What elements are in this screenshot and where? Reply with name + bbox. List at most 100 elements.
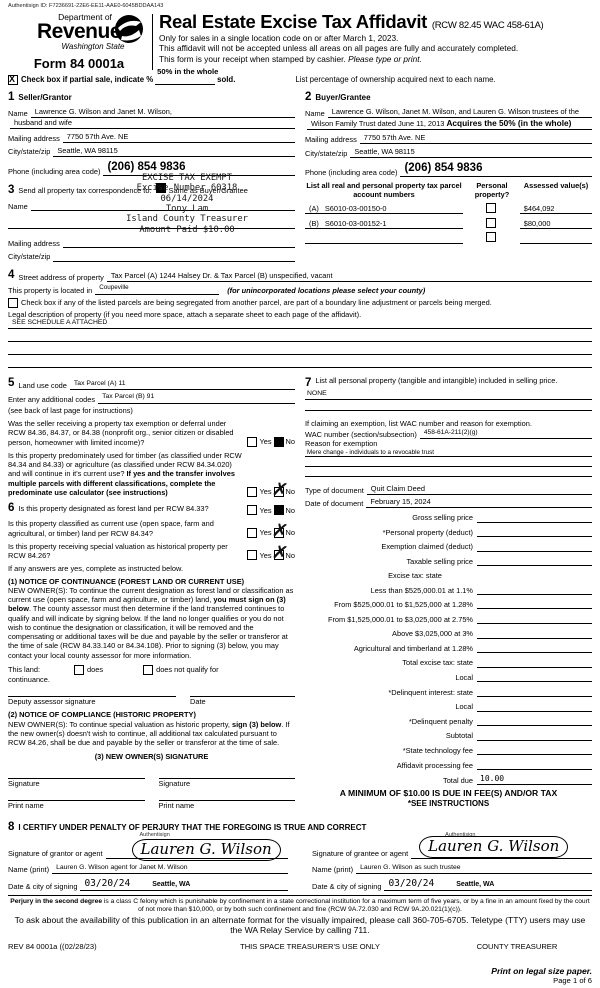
- corr-city-field[interactable]: [53, 251, 295, 262]
- historic-no-checkbox[interactable]: ✗: [270, 541, 290, 565]
- does-checkbox[interactable]: [74, 664, 85, 675]
- buyer-name-field-2[interactable]: Wilson Family Trust dated June 11, 2013 …: [307, 118, 592, 130]
- reason-exemption-label: Reason for exemption: [305, 439, 378, 449]
- seller-mailing-field[interactable]: 7750 57th Ave. NE: [62, 132, 295, 143]
- buyer-mailing-field[interactable]: 7750 57th Ave. NE: [359, 133, 592, 144]
- page-number: Page 1 of 6: [553, 976, 592, 986]
- seller-name-field[interactable]: Lawrence G. Wilson and Janet M. Wilson,: [30, 107, 295, 119]
- parcel-a-personal-checkbox[interactable]: [486, 202, 497, 213]
- deputy-signature-field[interactable]: Deputy assessor signature: [8, 696, 176, 706]
- does-label: does: [87, 664, 104, 674]
- certify-statement: I CERTIFY UNDER PENALTY OF PERJURY THAT …: [18, 823, 367, 833]
- segregated-checkbox[interactable]: [8, 297, 18, 308]
- partial-sale-percent-field[interactable]: 50% in the whole: [155, 67, 218, 85]
- owner-signature-1-field[interactable]: Signature: [8, 777, 145, 788]
- owner-printname-1-field[interactable]: Print name: [8, 799, 145, 810]
- legal-description-field[interactable]: SEE SCHEDULE A ATTACHED: [8, 319, 592, 329]
- exemption-no-checkbox[interactable]: [273, 436, 284, 447]
- reason-exemption-field[interactable]: Mere change - individuals to a revocable…: [305, 449, 592, 458]
- reason-line-2[interactable]: [305, 457, 592, 468]
- rate-3-field[interactable]: [477, 629, 592, 639]
- additional-codes-field[interactable]: Tax Parcel (B) 91: [98, 393, 295, 404]
- personal-property-line-2[interactable]: [305, 400, 592, 411]
- same-as-buyer-checkbox[interactable]: [155, 182, 166, 193]
- exemption-yes-checkbox[interactable]: [247, 436, 258, 447]
- corr-blank-field[interactable]: [8, 219, 295, 230]
- grantor-signature-field[interactable]: Authentisign Lauren G. Wilson: [105, 832, 288, 861]
- seller-city-field[interactable]: Seattle, WA 98115: [53, 146, 295, 157]
- partial-sale-checkbox[interactable]: X: [8, 74, 18, 85]
- notice-continuance-text: NEW OWNER(S): To continue the current de…: [8, 585, 294, 660]
- personal-property-deduct-field[interactable]: [477, 527, 592, 538]
- local-1-field[interactable]: [477, 672, 592, 683]
- taxable-selling-price-field[interactable]: [477, 556, 592, 567]
- forest-no-checkbox[interactable]: [273, 505, 284, 516]
- grantor-printname-field[interactable]: Lauren G. Wilson agent for Janet M. Wils…: [52, 864, 288, 875]
- street-address-label: Street address of property: [18, 272, 104, 282]
- delinquent-interest-state-field[interactable]: [477, 687, 592, 697]
- rate-1-28-field[interactable]: [477, 599, 592, 610]
- rate-2-75-field[interactable]: [477, 614, 592, 624]
- parcel-blank-number-field[interactable]: [305, 242, 464, 244]
- parcel-b-value-field[interactable]: $80,000: [519, 219, 592, 229]
- buyer-name-field[interactable]: Lawrence G. Wilson, Janet M. Wilson, and…: [327, 107, 592, 119]
- agricultural-field[interactable]: [477, 643, 592, 654]
- buyer-city-field[interactable]: Seattle, WA 98115: [350, 147, 592, 158]
- reason-line-3[interactable]: [305, 467, 592, 478]
- exemption-claimed-field[interactable]: [477, 542, 592, 552]
- form-number: Form 84 0001a: [33, 55, 125, 71]
- affidavit-processing-fee-field[interactable]: [477, 760, 592, 770]
- owner-printname-2-field[interactable]: Print name: [158, 799, 295, 810]
- historic-yes-checkbox[interactable]: [247, 550, 258, 561]
- certification-section: 8 I CERTIFY UNDER PENALTY OF PERJURY THA…: [8, 820, 592, 892]
- gross-selling-price-field[interactable]: [477, 513, 592, 523]
- owner-signature-2-field[interactable]: Signature: [158, 777, 295, 788]
- segregated-label: Check box if any of the listed parcels a…: [21, 297, 492, 307]
- section-7-number: 7: [305, 376, 312, 389]
- grantor-date-field[interactable]: 03/20/24 Seattle, WA: [80, 878, 288, 892]
- corr-name-field[interactable]: [30, 200, 295, 211]
- total-excise-state-field[interactable]: [477, 658, 592, 668]
- grantee-date-label: Date & city of signing: [312, 882, 382, 892]
- legal-description-line-4[interactable]: [8, 355, 592, 368]
- timber-yes-checkbox[interactable]: [247, 487, 258, 498]
- does-not-checkbox[interactable]: [143, 664, 154, 675]
- parcel-blank-value-field[interactable]: [519, 234, 592, 244]
- parcel-b-number-field[interactable]: (B) S6010-03-00152-1: [305, 219, 464, 229]
- parcel-a-number-field[interactable]: (A) S6010-03-00150-0: [305, 204, 464, 215]
- rate-1-1-field[interactable]: [477, 585, 592, 595]
- corr-mailing-field[interactable]: [62, 237, 295, 248]
- deputy-date-field[interactable]: Date: [190, 696, 295, 706]
- form-header: Department of Revenue Washington State F…: [8, 12, 592, 72]
- delinquent-penalty-field[interactable]: [477, 716, 592, 727]
- tax-line-2-label: Exemption claimed (deduct): [381, 542, 473, 552]
- total-due-field[interactable]: 10.00: [477, 774, 592, 786]
- buyer-section: 2 Buyer/Grantee Name Lawrence G. Wilson,…: [305, 85, 592, 177]
- buyer-phone-field[interactable]: (206) 854 9836: [400, 161, 592, 177]
- seller-name-field-2[interactable]: husband and wife: [10, 118, 295, 129]
- wac-number-field[interactable]: 458-61A-211(2)(g): [419, 429, 592, 440]
- located-in-field[interactable]: Coupeville: [95, 284, 220, 295]
- street-address-field[interactable]: Tax Parcel (A) 1244 Halsey Dr. & Tax Par…: [106, 271, 592, 282]
- subtotal-field[interactable]: [477, 731, 592, 741]
- personal-property-field[interactable]: NONE: [305, 390, 592, 400]
- grantee-signature-field[interactable]: Authentisign Lauren G. Wilson: [411, 832, 592, 859]
- forest-yes-checkbox[interactable]: [247, 505, 258, 516]
- current-use-no-checkbox[interactable]: ✗: [270, 519, 290, 543]
- grantee-printname-field[interactable]: Lauren G. Wilson as such trustee: [356, 864, 592, 875]
- grantee-date-field[interactable]: 03/20/24 Seattle, WA: [384, 878, 592, 892]
- parcel-b-personal-checkbox[interactable]: [486, 217, 497, 228]
- minimum-due-note: A MINIMUM OF $10.00 IS DUE IN FEE(S) AND…: [339, 788, 558, 799]
- land-use-field[interactable]: Tax Parcel (A) 11: [69, 380, 295, 391]
- type-of-document-field[interactable]: Quit Claim Deed: [366, 484, 592, 496]
- legal-description-line-2[interactable]: [8, 329, 592, 342]
- current-use-yes-checkbox[interactable]: [247, 527, 258, 538]
- parcel-a-value-field[interactable]: $464,092: [519, 204, 592, 215]
- local-2-field[interactable]: [477, 702, 592, 712]
- timber-no-checkbox[interactable]: ✗: [270, 478, 290, 502]
- date-of-document-field[interactable]: February 15, 2024: [366, 497, 592, 508]
- seller-phone-field[interactable]: (206) 854 9836: [103, 160, 295, 176]
- parcel-blank-personal-checkbox[interactable]: [486, 232, 497, 243]
- state-technology-fee-field[interactable]: [477, 745, 592, 756]
- legal-description-line-3[interactable]: [8, 342, 592, 355]
